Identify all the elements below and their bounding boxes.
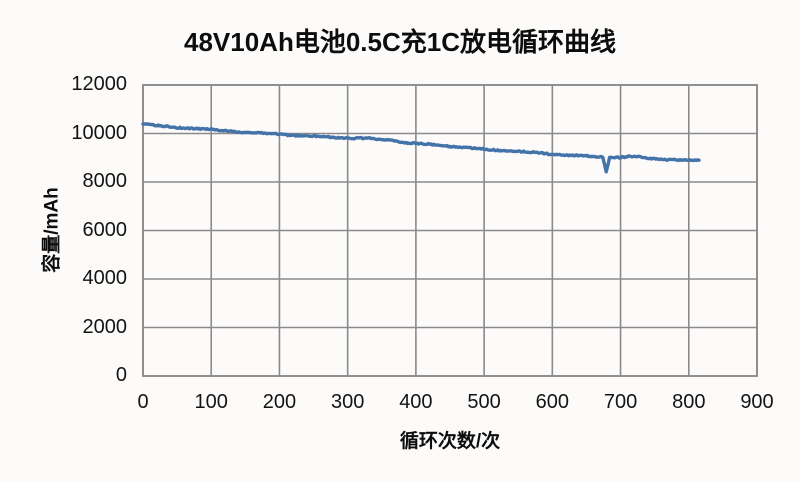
x-axis-title: 循环次数/次 [399,431,501,452]
x-tick-label: 100 [194,391,228,413]
y-tick-label: 6000 [82,218,128,241]
y-tick-label: 12000 [71,73,127,95]
x-tick-label: 800 [672,391,706,413]
x-tick-label: 600 [535,391,570,413]
y-tick-label: 8000 [82,170,128,192]
x-tick-label: 400 [399,391,433,413]
y-tick-label: 2000 [82,315,128,338]
plot-border [142,84,758,377]
x-tick-label: 0 [137,391,149,413]
y-tick-label: 0 [115,364,127,386]
x-tick-label: 900 [740,391,774,413]
chart-title: 48V10Ah电池0.5C充1C放电循环曲线 [184,27,616,57]
x-tick-label: 700 [603,391,638,413]
y-tick-label: 4000 [82,267,128,289]
x-tick-label: 500 [467,391,501,413]
x-tick-label: 200 [262,391,297,413]
y-tick-label: 10000 [71,121,127,144]
x-tick-label: 300 [330,391,365,413]
capacity-line-series [141,122,701,174]
